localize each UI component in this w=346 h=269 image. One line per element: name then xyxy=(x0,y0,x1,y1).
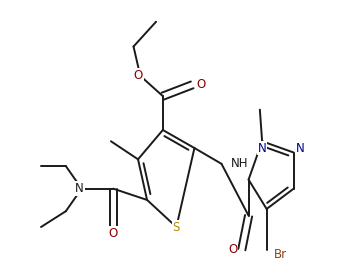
Text: S: S xyxy=(173,221,180,233)
Text: N: N xyxy=(75,182,84,195)
Text: O: O xyxy=(134,69,143,82)
Text: Br: Br xyxy=(273,247,286,261)
Text: O: O xyxy=(109,227,118,240)
Text: O: O xyxy=(228,243,237,256)
Text: N: N xyxy=(296,141,305,154)
Text: O: O xyxy=(197,78,206,91)
Text: NH: NH xyxy=(230,157,248,170)
Text: N: N xyxy=(258,141,266,154)
